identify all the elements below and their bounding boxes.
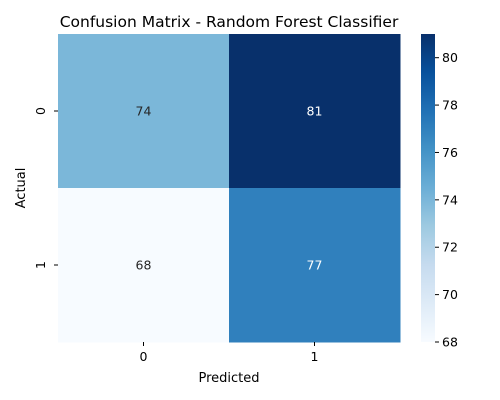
colorbar-tick-label: 72 [442,240,458,255]
heatmap-cells [58,34,401,343]
colorbar-tick-label: 74 [442,192,458,207]
colorbar-tick-label: 80 [442,50,458,65]
cell-value-1-1: 77 [307,258,323,273]
y-axis-label: Actual [14,168,29,209]
cell-value-0-1: 81 [307,104,323,119]
heatmap-cell-0-0 [58,34,230,189]
cell-value-1-0: 68 [136,258,152,273]
colorbar-gradient [421,34,435,342]
colorbar-tick-label: 70 [442,287,458,302]
y-tick-label: 1 [33,261,48,269]
cell-value-0-0: 74 [136,104,152,119]
x-tick-label: 1 [311,349,319,364]
colorbar-tick-label: 76 [442,145,458,160]
heatmap-cell-labels: 74 81 68 77 [136,104,323,273]
colorbar-ticks: 68 70 72 74 76 78 80 [435,50,458,350]
heatmap-cell-0-1 [229,34,401,189]
x-tick-label: 0 [140,349,148,364]
colorbar-tick-label: 68 [442,335,458,350]
heatmap-cell-1-1 [229,188,401,343]
heatmap-cell-1-0 [58,188,230,343]
y-tick-label: 0 [33,107,48,115]
chart-title: Confusion Matrix - Random Forest Classif… [60,13,399,31]
colorbar-tick-label: 78 [442,98,458,113]
x-axis-label: Predicted [198,371,259,386]
y-axis-ticks: 01 [33,107,58,269]
colorbar: 68 70 72 74 76 78 80 [421,34,458,350]
